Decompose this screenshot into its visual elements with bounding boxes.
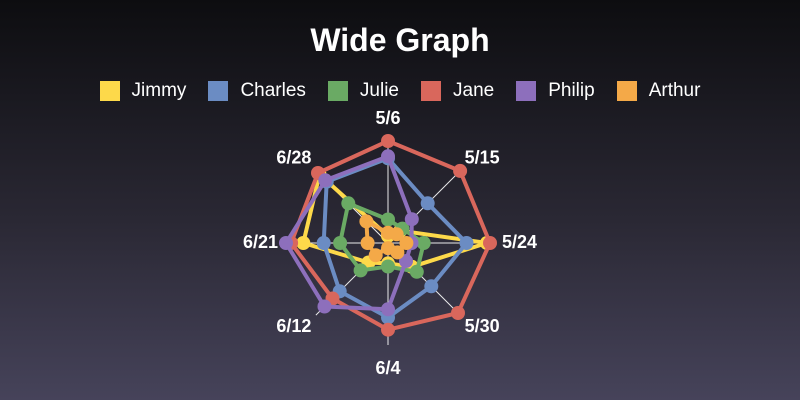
legend: Jimmy Charles Julie Jane Philip Arthur <box>0 80 800 102</box>
data-point-julie-0[interactable] <box>381 212 395 227</box>
data-point-arthur-1[interactable] <box>389 227 404 242</box>
data-point-philip-7[interactable] <box>318 173 333 188</box>
data-point-julie-5[interactable] <box>353 263 368 278</box>
data-point-julie-3[interactable] <box>409 264 424 279</box>
legend-label: Jimmy <box>131 80 187 101</box>
data-point-philip-0[interactable] <box>381 149 395 164</box>
legend-swatch <box>616 81 637 101</box>
data-point-philip-6[interactable] <box>279 236 293 250</box>
data-point-julie-2[interactable] <box>416 236 431 250</box>
legend-item-jane[interactable]: Jane <box>421 80 494 102</box>
axis-label-5: 6/12 <box>276 316 311 336</box>
axis-label-4: 6/4 <box>375 358 400 378</box>
data-point-charles-2[interactable] <box>459 236 474 250</box>
axis-label-1: 5/15 <box>465 148 500 168</box>
legend-swatch <box>99 81 120 101</box>
axis-label-7: 6/28 <box>276 148 311 168</box>
data-point-philip-4[interactable] <box>381 302 395 317</box>
data-point-jane-1[interactable] <box>453 163 468 178</box>
data-point-arthur-5[interactable] <box>368 248 383 263</box>
data-point-arthur-2[interactable] <box>399 236 414 250</box>
data-point-philip-3[interactable] <box>399 254 413 268</box>
data-point-charles-3[interactable] <box>424 279 439 294</box>
legend-swatch <box>208 81 229 101</box>
legend-label: Charles <box>240 80 306 101</box>
legend-swatch <box>421 81 441 101</box>
chart-title: Wide Graph <box>310 22 490 58</box>
legend-item-arthur[interactable]: Arthur <box>616 80 701 102</box>
legend-item-charles[interactable]: Charles <box>208 80 306 102</box>
axis-label-6: 6/21 <box>243 232 278 252</box>
data-point-arthur-4[interactable] <box>381 241 395 256</box>
legend-label: Jane <box>453 80 495 101</box>
data-point-charles-1[interactable] <box>420 196 435 211</box>
data-point-arthur-7[interactable] <box>359 214 374 229</box>
legend-item-jimmy[interactable]: Jimmy <box>99 80 187 102</box>
data-point-arthur-6[interactable] <box>360 236 375 250</box>
data-point-jimmy-6[interactable] <box>296 236 311 250</box>
legend-swatch <box>327 81 348 101</box>
data-point-philip-5[interactable] <box>317 299 332 314</box>
data-point-julie-4[interactable] <box>381 259 395 274</box>
legend-label: Julie <box>359 80 399 101</box>
data-point-julie-7[interactable] <box>341 196 356 211</box>
data-point-philip-1[interactable] <box>404 212 419 227</box>
axis-label-0: 5/6 <box>375 108 400 128</box>
legend-item-philip[interactable]: Philip <box>516 80 595 102</box>
data-point-jane-3[interactable] <box>451 306 465 320</box>
data-point-jane-2[interactable] <box>483 236 497 250</box>
axis-label-3: 5/30 <box>465 316 500 336</box>
legend-item-julie[interactable]: Julie <box>327 80 399 102</box>
axis-label-2: 5/24 <box>502 232 537 252</box>
legend-swatch <box>516 81 537 101</box>
data-point-jane-0[interactable] <box>381 134 395 148</box>
data-point-julie-6[interactable] <box>333 236 348 250</box>
data-point-charles-6[interactable] <box>316 236 331 250</box>
data-point-jane-4[interactable] <box>381 322 395 337</box>
legend-label: Arthur <box>648 80 701 101</box>
legend-label: Philip <box>548 80 595 101</box>
